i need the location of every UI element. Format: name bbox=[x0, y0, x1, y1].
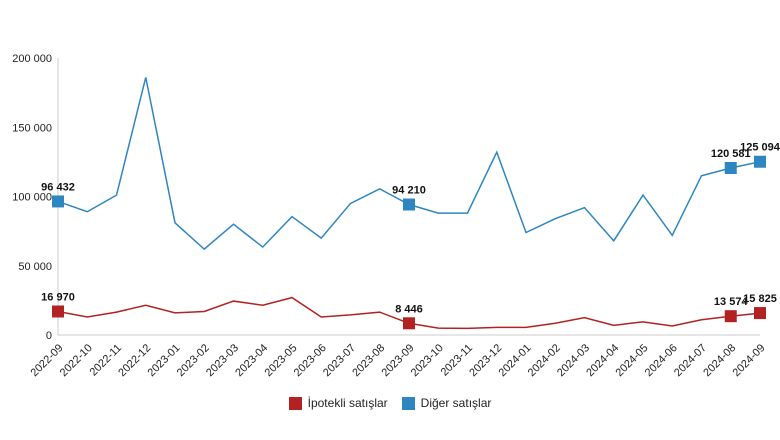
series-marker-1 bbox=[403, 198, 415, 211]
data-label-1: 120 581 bbox=[711, 148, 751, 160]
data-label-1: 96 432 bbox=[41, 181, 75, 193]
series-marker-1 bbox=[724, 161, 737, 174]
x-tick-label: 2023-10 bbox=[409, 342, 446, 379]
x-tick-label: 2024-09 bbox=[731, 342, 768, 379]
legend-label-diger: Diğer satışlar bbox=[420, 396, 492, 410]
data-label-0: 15 825 bbox=[743, 293, 777, 305]
series-marker-1 bbox=[754, 155, 766, 168]
legend-item-ipotekli[interactable]: İpotekli satışlar bbox=[288, 396, 388, 410]
series-marker-0 bbox=[724, 310, 737, 323]
data-label-0: 16 970 bbox=[41, 291, 75, 303]
y-tick-label: 150 000 bbox=[12, 122, 52, 134]
legend-label-ipotekli: İpotekli satışlar bbox=[307, 396, 388, 410]
legend-swatch-diger bbox=[401, 396, 415, 410]
y-tick-label: 200 000 bbox=[12, 53, 52, 65]
series-marker-0 bbox=[52, 305, 64, 318]
legend-swatch-ipotekli bbox=[288, 396, 302, 410]
data-label-1: 94 210 bbox=[392, 185, 426, 197]
y-tick-label: 100 000 bbox=[12, 192, 52, 204]
legend-item-diger[interactable]: Diğer satışlar bbox=[401, 396, 492, 410]
legend: İpotekli satışlar Diğer satışlar bbox=[0, 396, 780, 410]
series-marker-0 bbox=[754, 307, 766, 320]
x-tick-label: 2022-10 bbox=[58, 342, 95, 379]
y-tick-label: 0 bbox=[46, 330, 52, 342]
series-marker-1 bbox=[52, 195, 64, 208]
data-label-0: 13 574 bbox=[714, 296, 749, 308]
data-label-0: 8 446 bbox=[395, 303, 423, 315]
series-line-1 bbox=[57, 77, 761, 251]
data-label-1: 125 094 bbox=[740, 142, 780, 154]
y-tick-label: 50 000 bbox=[18, 261, 52, 273]
series-marker-0 bbox=[403, 317, 415, 330]
